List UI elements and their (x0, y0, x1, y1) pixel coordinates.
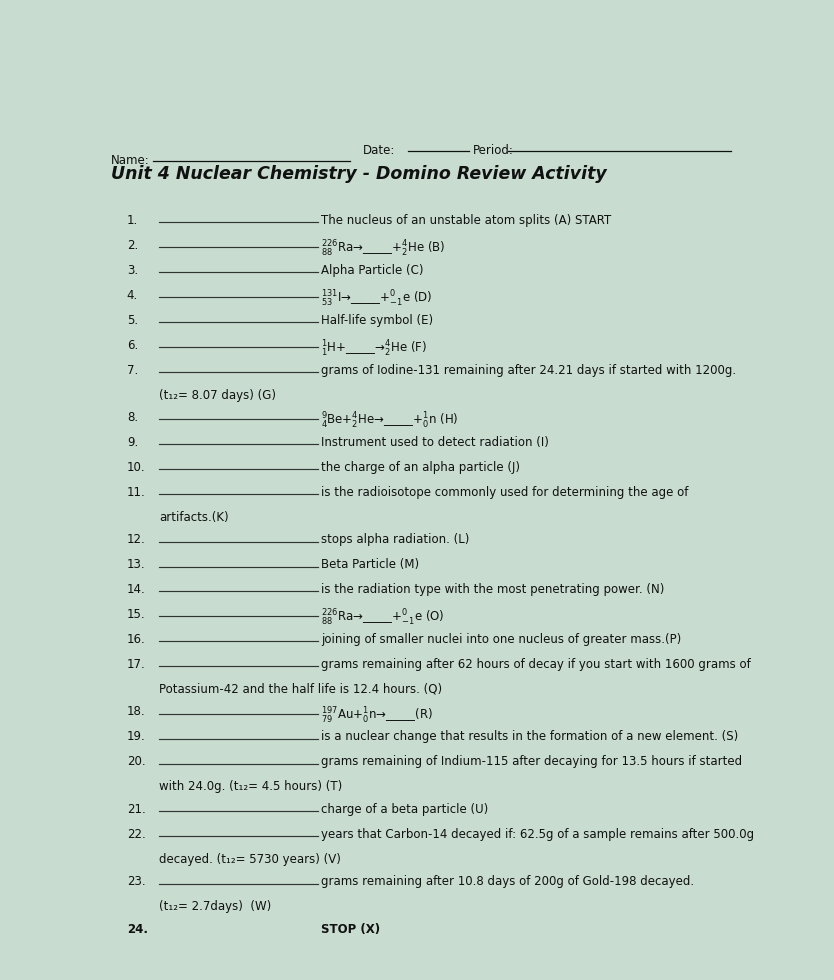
Text: artifacts.(K): artifacts.(K) (159, 511, 229, 523)
Text: joining of smaller nuclei into one nucleus of greater mass.(P): joining of smaller nuclei into one nucle… (321, 633, 681, 646)
Text: 20.: 20. (127, 756, 145, 768)
Text: Name:: Name: (111, 154, 149, 167)
Text: grams of Iodine-131 remaining after 24.21 days if started with 1200g.: grams of Iodine-131 remaining after 24.2… (321, 364, 736, 376)
Text: $^{1}_{1}$H+_____→$^{4}_{2}$He (F): $^{1}_{1}$H+_____→$^{4}_{2}$He (F) (321, 339, 427, 359)
Text: 24.: 24. (127, 923, 148, 936)
Text: Period:: Period: (473, 144, 514, 157)
Text: grams remaining of Indium-115 after decaying for 13.5 hours if started: grams remaining of Indium-115 after deca… (321, 756, 742, 768)
Text: 11.: 11. (127, 486, 146, 499)
Text: the charge of an alpha particle (J): the charge of an alpha particle (J) (321, 461, 520, 474)
Text: Date:: Date: (363, 144, 395, 157)
Text: (t₁₂= 2.7days)  (W): (t₁₂= 2.7days) (W) (159, 900, 271, 913)
Text: 2.: 2. (127, 239, 138, 252)
Text: with 24.0g. (t₁₂= 4.5 hours) (T): with 24.0g. (t₁₂= 4.5 hours) (T) (159, 780, 343, 793)
Text: stops alpha radiation. (L): stops alpha radiation. (L) (321, 533, 470, 547)
Text: 12.: 12. (127, 533, 146, 547)
Text: 19.: 19. (127, 730, 146, 744)
Text: Potassium-42 and the half life is 12.4 hours. (Q): Potassium-42 and the half life is 12.4 h… (159, 683, 442, 696)
Text: STOP (X): STOP (X) (321, 923, 380, 936)
Text: 1.: 1. (127, 215, 138, 227)
Text: is the radioisotope commonly used for determining the age of: is the radioisotope commonly used for de… (321, 486, 688, 499)
Text: 6.: 6. (127, 339, 138, 352)
Text: Unit 4 Nuclear Chemistry - Domino Review Activity: Unit 4 Nuclear Chemistry - Domino Review… (111, 166, 606, 183)
Text: decayed. (t₁₂= 5730 years) (V): decayed. (t₁₂= 5730 years) (V) (159, 853, 341, 865)
Text: 4.: 4. (127, 289, 138, 302)
Text: 13.: 13. (127, 559, 145, 571)
Text: 9.: 9. (127, 436, 138, 449)
Text: 18.: 18. (127, 706, 145, 718)
Text: grams remaining after 62 hours of decay if you start with 1600 grams of: grams remaining after 62 hours of decay … (321, 658, 751, 671)
Text: 7.: 7. (127, 364, 138, 376)
Text: charge of a beta particle (U): charge of a beta particle (U) (321, 803, 488, 815)
Text: 21.: 21. (127, 803, 146, 815)
Text: $^{226}_{88}$Ra→_____+$^{0}_{-1}$e (O): $^{226}_{88}$Ra→_____+$^{0}_{-1}$e (O) (321, 609, 445, 628)
Text: 16.: 16. (127, 633, 146, 646)
Text: 15.: 15. (127, 609, 145, 621)
Text: 23.: 23. (127, 875, 145, 888)
Text: 5.: 5. (127, 314, 138, 326)
Text: 3.: 3. (127, 264, 138, 277)
Text: 10.: 10. (127, 461, 145, 474)
Text: $^{197}_{79}$Au+$^{1}_{0}$n→_____(R): $^{197}_{79}$Au+$^{1}_{0}$n→_____(R) (321, 706, 433, 725)
Text: The nucleus of an unstable atom splits (A) START: The nucleus of an unstable atom splits (… (321, 215, 611, 227)
Text: Instrument used to detect radiation (I): Instrument used to detect radiation (I) (321, 436, 549, 449)
Text: 8.: 8. (127, 412, 138, 424)
Text: is the radiation type with the most penetrating power. (N): is the radiation type with the most pene… (321, 583, 664, 596)
Text: is a nuclear change that results in the formation of a new element. (S): is a nuclear change that results in the … (321, 730, 738, 744)
Text: $^{131}_{53}$I→_____+$^{0}_{-1}$e (D): $^{131}_{53}$I→_____+$^{0}_{-1}$e (D) (321, 289, 432, 309)
Text: Half-life symbol (E): Half-life symbol (E) (321, 314, 433, 326)
Text: $^{9}_{4}$Be+$^{4}_{2}$He→_____+$^{1}_{0}$n (H): $^{9}_{4}$Be+$^{4}_{2}$He→_____+$^{1}_{0… (321, 412, 459, 431)
Text: years that Carbon-14 decayed if: 62.5g of a sample remains after 500.0g: years that Carbon-14 decayed if: 62.5g o… (321, 828, 754, 841)
Text: $^{226}_{88}$Ra→_____+$^{4}_{2}$He (B): $^{226}_{88}$Ra→_____+$^{4}_{2}$He (B) (321, 239, 445, 259)
Text: Beta Particle (M): Beta Particle (M) (321, 559, 419, 571)
Text: Alpha Particle (C): Alpha Particle (C) (321, 264, 424, 277)
Text: 17.: 17. (127, 658, 146, 671)
Text: grams remaining after 10.8 days of 200g of Gold-198 decayed.: grams remaining after 10.8 days of 200g … (321, 875, 694, 888)
Text: (t₁₂= 8.07 days) (G): (t₁₂= 8.07 days) (G) (159, 388, 276, 402)
Text: 22.: 22. (127, 828, 146, 841)
Text: 14.: 14. (127, 583, 146, 596)
